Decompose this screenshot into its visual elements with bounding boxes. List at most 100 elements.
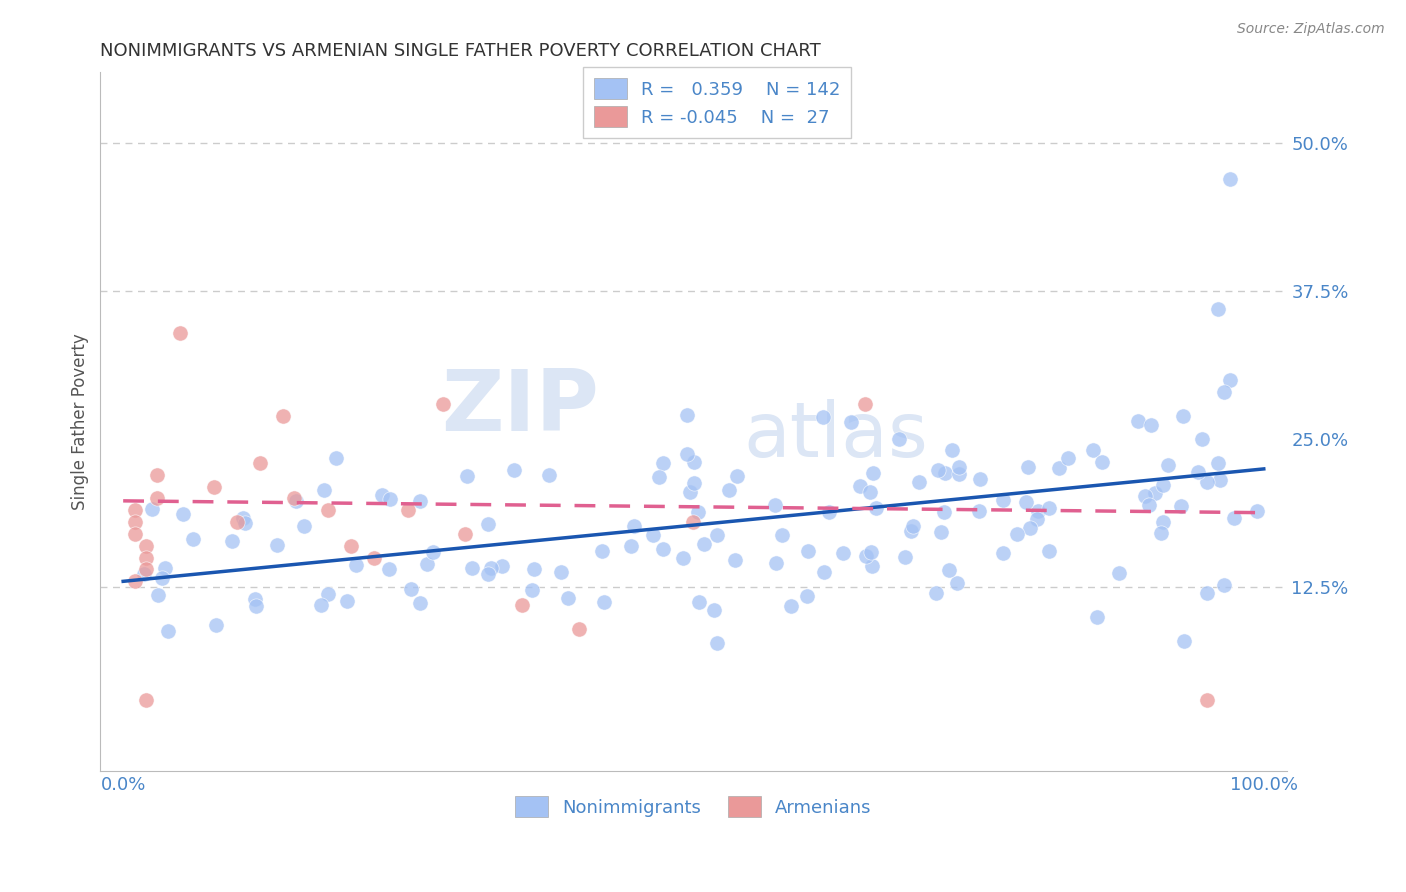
Point [894,549,917,564]
Point [831,545,853,559]
Point [1152,515,1174,529]
Point [408,494,430,508]
Point [839,416,862,430]
Point [643,528,665,542]
Point [1026,512,1049,526]
Point [141,502,163,516]
Point [378,562,401,576]
Point [1222,511,1244,525]
Point [855,549,877,563]
Point [1171,409,1194,423]
Point [124,515,146,529]
Point [1144,486,1167,500]
Point [226,515,249,529]
Point [312,483,335,497]
Point [1038,501,1060,516]
Point [283,491,305,506]
Point [318,503,340,517]
Point [1017,459,1039,474]
Point [929,525,952,540]
Point [651,456,673,470]
Point [285,494,308,508]
Point [1209,473,1232,487]
Point [135,550,157,565]
Point [344,558,367,573]
Point [967,503,990,517]
Point [1219,373,1241,387]
Point [456,469,478,483]
Point [380,491,402,506]
Point [491,558,513,573]
Point [309,598,332,612]
Point [1038,544,1060,558]
Point [725,468,748,483]
Point [900,524,922,539]
Point [706,636,728,650]
Point [432,397,454,411]
Point [941,443,963,458]
Point [152,571,174,585]
Text: NONIMMIGRANTS VS ARMENIAN SINGLE FATHER POVERTY CORRELATION CHART: NONIMMIGRANTS VS ARMENIAN SINGLE FATHER … [100,42,821,60]
Point [1108,566,1130,580]
Point [135,562,157,576]
Point [858,485,880,500]
Text: Source: ZipAtlas.com: Source: ZipAtlas.com [1237,22,1385,37]
Point [703,602,725,616]
Point [591,543,613,558]
Point [623,519,645,533]
Point [233,516,256,530]
Point [1212,578,1234,592]
Point [1140,417,1163,432]
Point [770,528,793,542]
Point [1056,450,1078,465]
Point [679,484,702,499]
Point [797,544,820,558]
Point [124,527,146,541]
Point [676,408,699,422]
Point [245,599,267,613]
Point [853,397,876,411]
Point [135,692,157,706]
Point [408,596,430,610]
Point [1191,432,1213,446]
Point [221,533,243,548]
Point [205,618,228,632]
Point [1152,478,1174,492]
Point [682,476,704,491]
Point [1170,499,1192,513]
Point [1195,692,1218,706]
Point [1135,489,1157,503]
Point [652,541,675,556]
Y-axis label: Single Father Poverty: Single Father Poverty [72,334,89,510]
Point [336,594,359,608]
Point [969,472,991,486]
Point [172,507,194,521]
Point [1173,633,1195,648]
Point [266,538,288,552]
Point [620,539,643,553]
Point [1085,609,1108,624]
Point [1187,465,1209,479]
Point [1126,414,1149,428]
Point [946,575,969,590]
Point [415,557,437,571]
Point [811,409,834,424]
Point [717,483,740,497]
Point [538,467,561,482]
Point [1137,498,1160,512]
Text: ZIP: ZIP [441,366,599,449]
Point [1212,384,1234,399]
Legend: Nonimmigrants, Armenians: Nonimmigrants, Armenians [508,789,879,824]
Point [479,561,502,575]
Point [146,491,169,506]
Point [907,475,929,489]
Text: atlas: atlas [744,399,928,473]
Point [1246,503,1268,517]
Point [683,455,706,469]
Point [849,479,872,493]
Point [503,463,526,477]
Point [550,565,572,579]
Point [927,463,949,477]
Point [1219,172,1241,186]
Point [1195,586,1218,600]
